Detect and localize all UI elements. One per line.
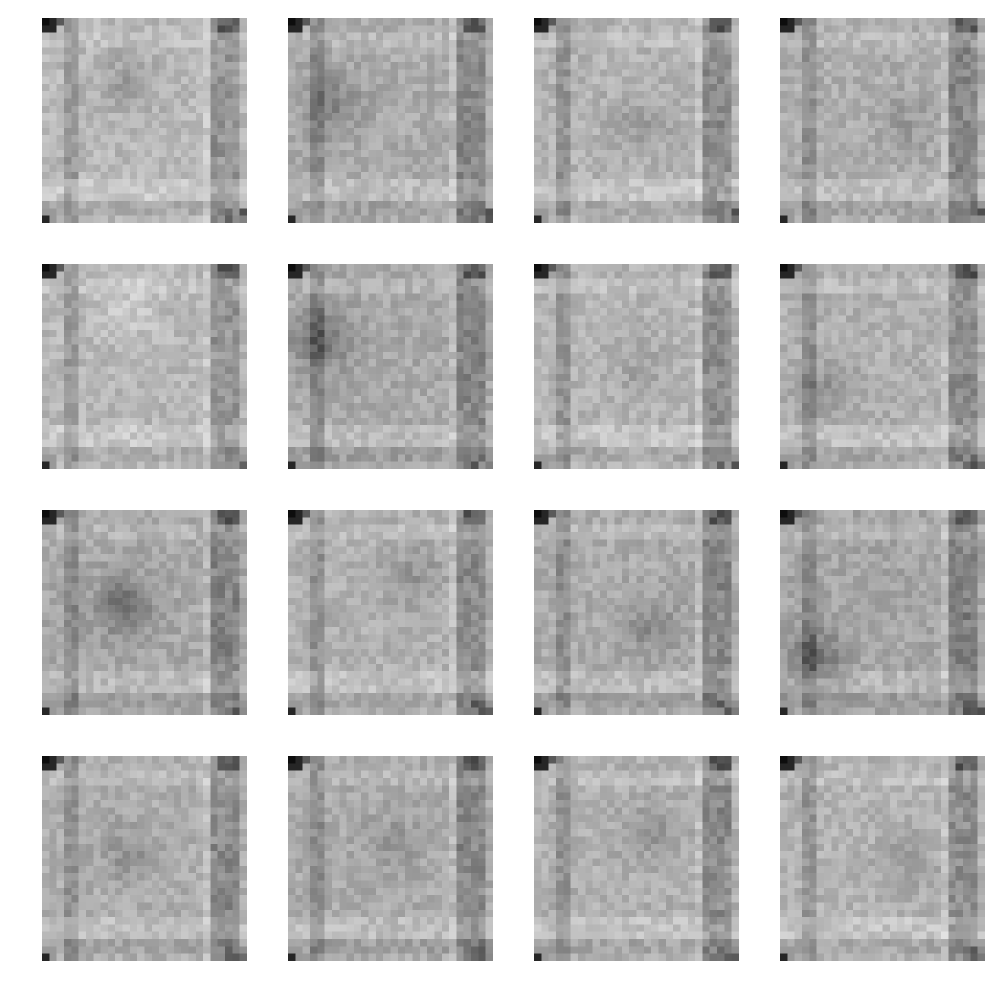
sample-image — [42, 756, 247, 961]
sample-image — [534, 18, 739, 223]
sample-image — [288, 756, 493, 961]
sample-tile — [534, 18, 739, 223]
sample-tile — [780, 756, 985, 961]
sample-image — [780, 264, 985, 469]
sample-image — [534, 510, 739, 715]
sample-image — [780, 756, 985, 961]
sample-image — [288, 510, 493, 715]
sample-tile — [780, 510, 985, 715]
sample-image — [288, 264, 493, 469]
sample-image — [42, 510, 247, 715]
sample-tile — [288, 756, 493, 961]
sample-tile — [288, 18, 493, 223]
sample-tile — [42, 510, 247, 715]
sample-tile — [780, 18, 985, 223]
sample-tile — [534, 510, 739, 715]
sample-tile — [288, 264, 493, 469]
sample-tile — [42, 756, 247, 961]
sample-tile — [42, 264, 247, 469]
sample-tile — [534, 756, 739, 961]
sample-image — [534, 264, 739, 469]
sample-tile — [780, 264, 985, 469]
sample-tile — [288, 510, 493, 715]
sample-image — [42, 18, 247, 223]
sample-image — [534, 756, 739, 961]
sample-image — [780, 18, 985, 223]
sample-tile — [42, 18, 247, 223]
sample-image — [288, 18, 493, 223]
sample-image — [780, 510, 985, 715]
sample-image — [42, 264, 247, 469]
sample-tile — [534, 264, 739, 469]
